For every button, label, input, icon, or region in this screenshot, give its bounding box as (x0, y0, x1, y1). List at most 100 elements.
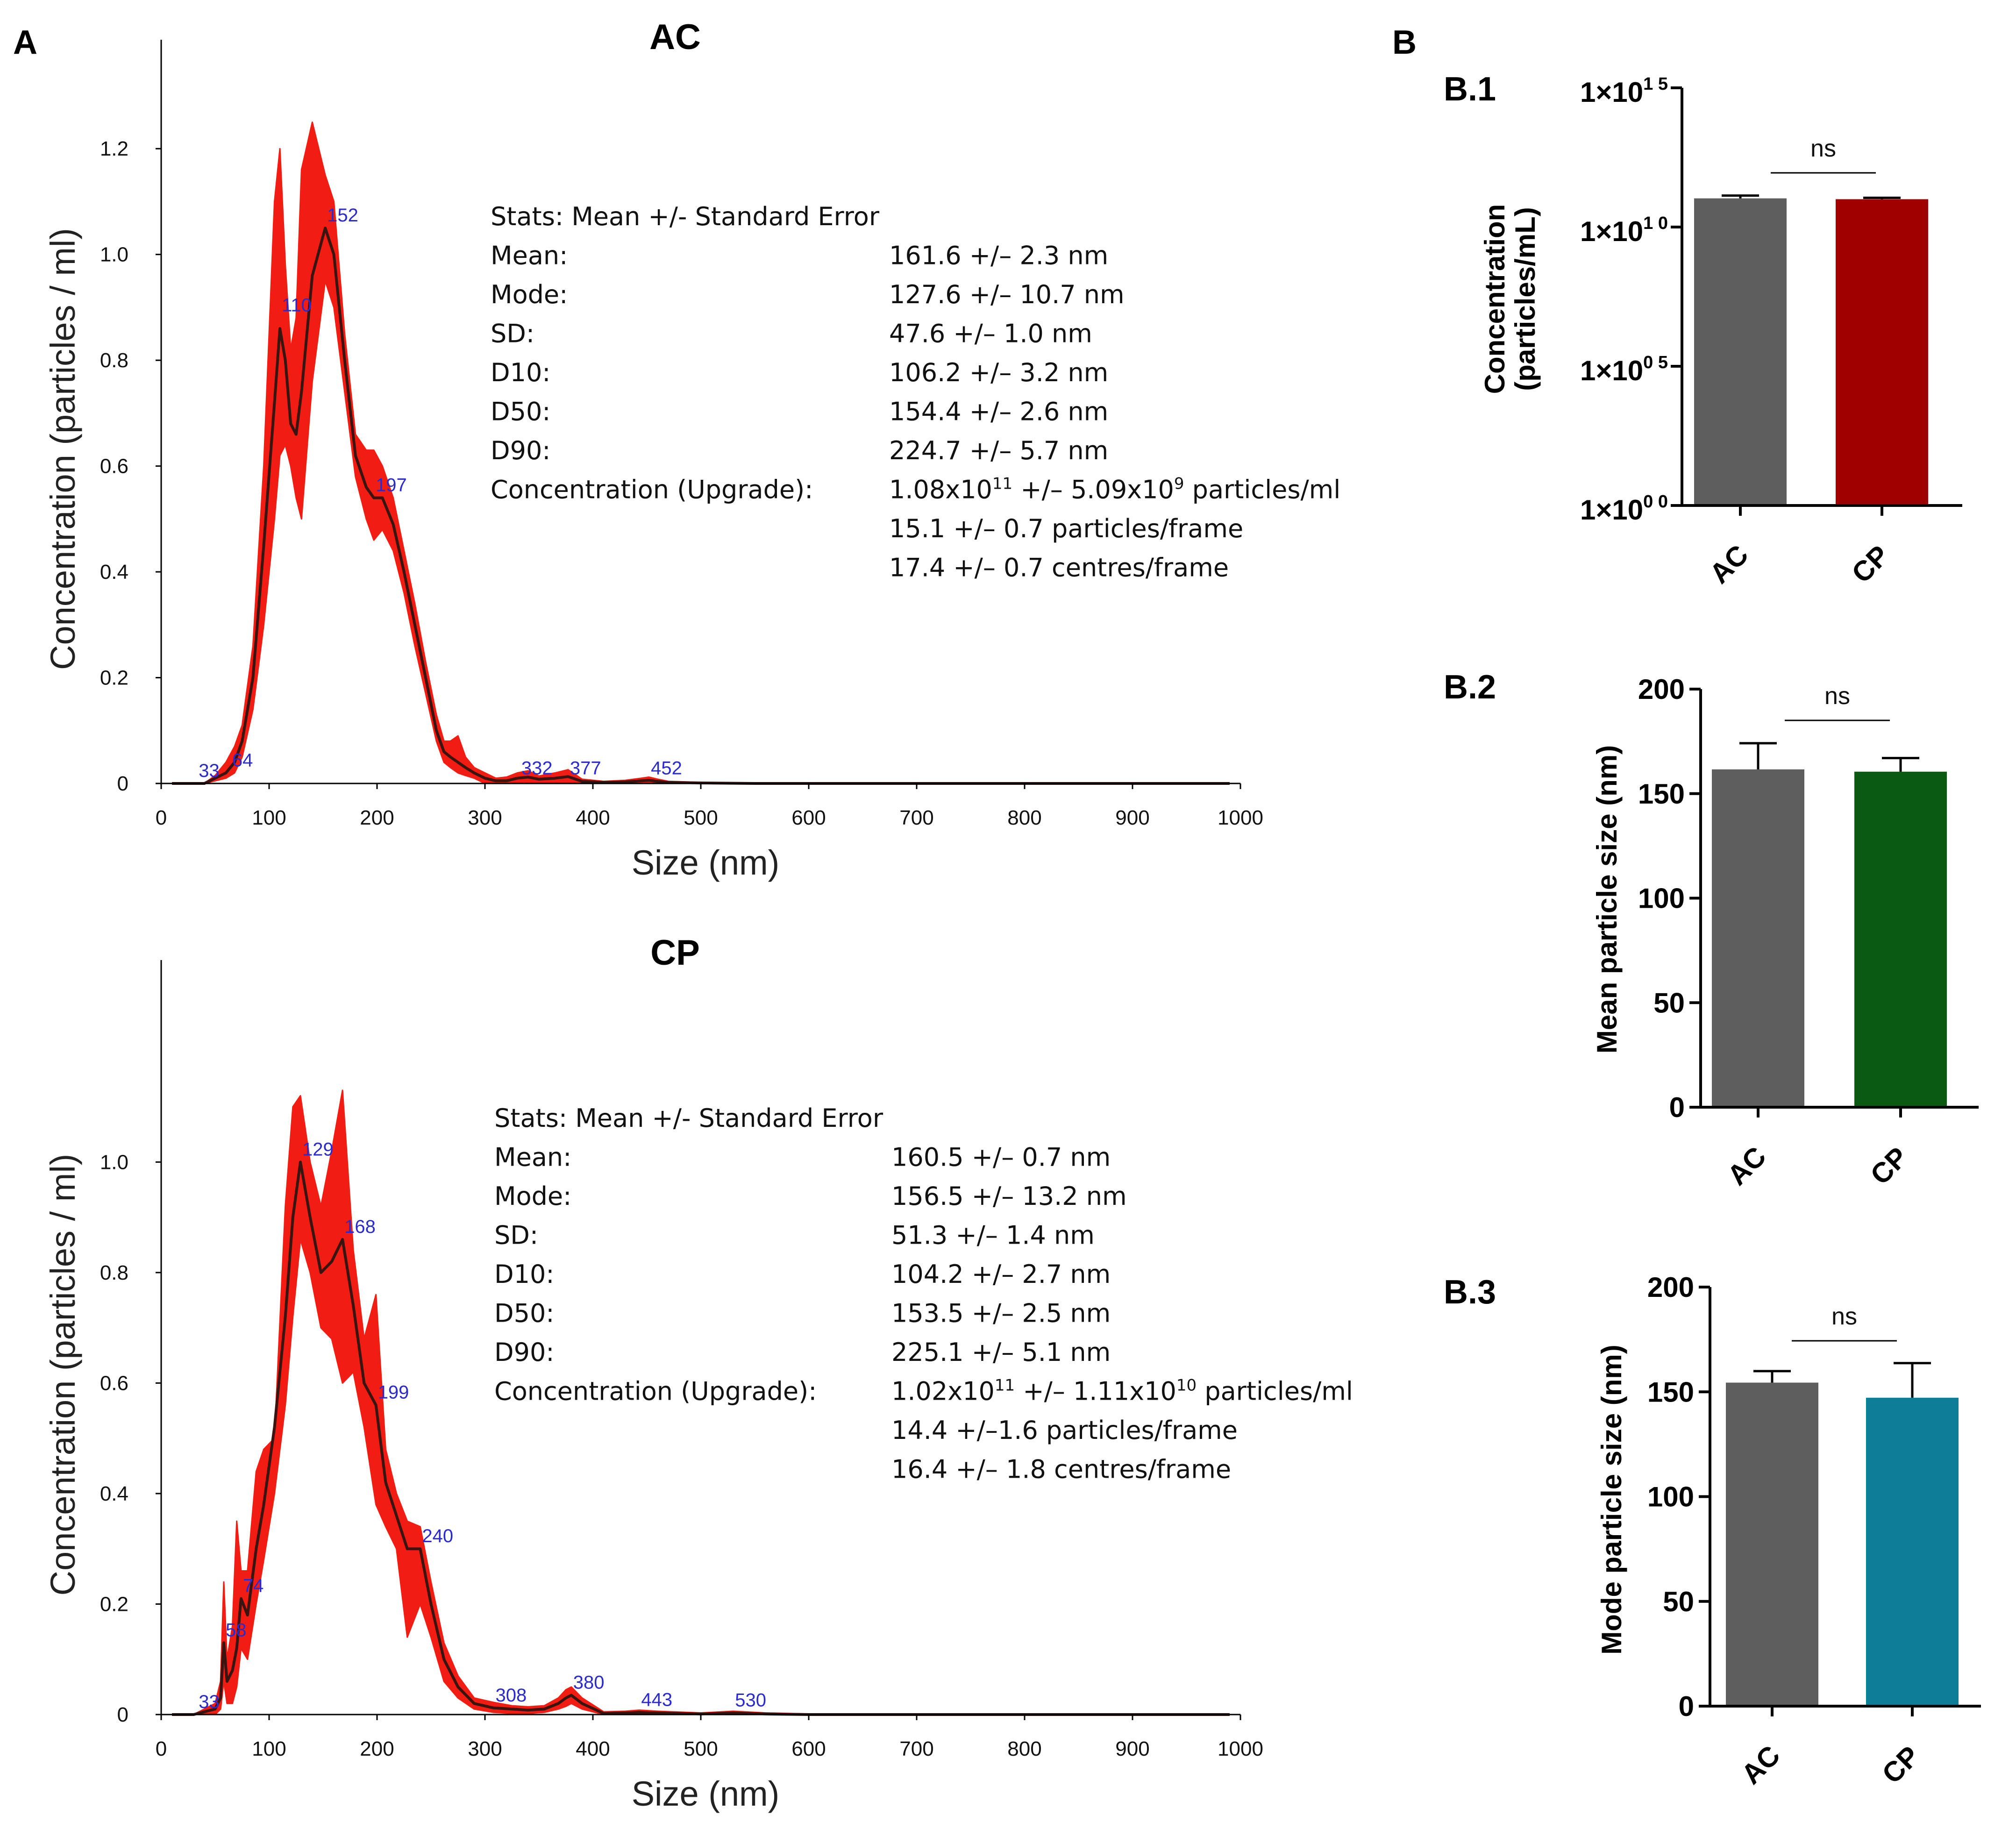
x-tick-label: 200 (360, 1737, 394, 1760)
stat-key: Mode: (494, 1181, 571, 1211)
x-tick-label: AC (1721, 1140, 1772, 1191)
panel-label-a: A (13, 24, 37, 61)
x-tick-label: CP (1845, 539, 1895, 589)
peak-label: 452 (651, 758, 682, 778)
tick-exponent: 1 0 (1643, 214, 1668, 233)
peak-label: 152 (327, 205, 358, 226)
significance-label: ns (1824, 683, 1850, 710)
x-axis-title: Size (nm) (632, 843, 780, 882)
bar-chart-b3: AC CP 0 50 100 150 200 ns Mode particle size (nm… (1596, 1272, 1981, 1790)
stat-key: D50: (494, 1299, 555, 1328)
peak-label: 377 (570, 758, 601, 778)
x-tick-label: 600 (791, 806, 826, 829)
stat-value: 104.2 +/– 2.7 nm (891, 1260, 1111, 1289)
peak-label: 332 (521, 758, 553, 778)
y-tick-label: 0.2 (100, 667, 128, 690)
bar-cp (1854, 771, 1947, 1107)
x-tick-label: 1000 (1218, 806, 1263, 829)
tick-base: 1×10 (1580, 494, 1643, 526)
stat-key: SD: (491, 319, 534, 349)
stat-value: 17.4 +/– 0.7 centres/frame (889, 553, 1229, 583)
stat-key: SD: (494, 1221, 538, 1250)
x-tick-label: 700 (899, 806, 933, 829)
x-tick-label: 800 (1007, 806, 1041, 829)
y-tick-label: 50 (1653, 987, 1685, 1018)
stat-key: D10: (491, 358, 551, 387)
stat-value: 106.2 +/– 3.2 nm (889, 358, 1108, 387)
peak-label: 58 (226, 1620, 246, 1640)
y-tick-label: 50 (1663, 1586, 1694, 1617)
x-tick-label: 600 (791, 1737, 826, 1760)
y-tick-label: 0.6 (100, 1372, 128, 1395)
stat-key: Concentration (Upgrade): (491, 475, 813, 505)
y-tick-label: 0.8 (100, 349, 128, 372)
bar-chart-b2: AC CP 0 50 100 150 200 ns Mean particle size (nm… (1591, 674, 1979, 1191)
y-tick-label: 0.6 (100, 455, 128, 478)
x-tick-label: 500 (684, 806, 718, 829)
peak-label: 380 (573, 1673, 605, 1693)
x-tick-label: AC (1735, 1739, 1786, 1790)
y-tick-label: 1.0 (100, 1151, 128, 1174)
concentration-part: +/– 5.09x10 (1012, 475, 1174, 505)
peak-label: 168 (344, 1217, 376, 1237)
y-tick-label: 200 (1638, 674, 1685, 705)
x-tick-label: 900 (1115, 1737, 1149, 1760)
stat-value-concentration: 1.08x1011 +/– 5.09x109 particles/ml (889, 475, 1340, 505)
x-tick-label: 0 (156, 1737, 167, 1760)
mean-line (172, 227, 1230, 785)
stat-key: D90: (491, 436, 551, 465)
nta-chart-ac: 0 100 200 300 400 500 600 700 800 900 1000 0 0.2 0.4 0… (43, 17, 1340, 882)
peak-label: 199 (378, 1382, 409, 1403)
y-tick-label: 1×101 5 (1580, 74, 1668, 108)
x-tick-label: 200 (360, 806, 394, 829)
stat-value: 160.5 +/– 0.7 nm (891, 1143, 1111, 1172)
panel-label-b3: B.3 (1444, 1274, 1496, 1311)
y-tick-label: 0.4 (100, 561, 128, 584)
chart-title: CP (650, 933, 700, 973)
y-tick-label: 1×100 5 (1580, 353, 1668, 386)
peak-label: 64 (232, 750, 253, 770)
peak-label: 443 (641, 1689, 672, 1710)
x-tick-label: 1000 (1218, 1737, 1263, 1760)
x-tick-label: 100 (252, 806, 286, 829)
y-tick-label: 0 (1679, 1691, 1694, 1722)
bar-ac (1726, 1382, 1818, 1706)
stat-key: Mode: (491, 280, 568, 309)
mean-line (172, 1160, 1230, 1716)
x-tick-label: 300 (468, 1737, 502, 1760)
stat-value: 16.4 +/– 1.8 centres/frame (891, 1455, 1231, 1484)
stat-value: 225.1 +/– 5.1 nm (891, 1338, 1111, 1367)
peak-label: 74 (243, 1576, 264, 1596)
y-axis-title: Mode particle size (nm) (1596, 1345, 1627, 1654)
y-tick-label: 0.4 (100, 1482, 128, 1505)
y-axis-title: (particles/mL) (1510, 207, 1541, 391)
stat-value: 156.5 +/– 13.2 nm (891, 1181, 1127, 1211)
stat-key: D50: (491, 397, 551, 427)
stat-value: 154.4 +/– 2.6 nm (889, 397, 1108, 427)
concentration-part: particles/ml (1184, 475, 1341, 505)
x-tick-label: AC (1703, 539, 1754, 590)
tick-base: 1×10 (1580, 355, 1643, 386)
significance-label: ns (1810, 135, 1836, 162)
tick-exponent: 0 0 (1643, 492, 1668, 512)
x-tick-label: CP (1876, 1740, 1925, 1789)
exponent: 11 (992, 475, 1012, 493)
x-tick-label: 700 (899, 1737, 933, 1760)
bar-ac (1694, 198, 1787, 505)
x-tick-label: 400 (576, 1737, 610, 1760)
stat-key: D10: (494, 1260, 555, 1289)
concentration-part: particles/ml (1197, 1377, 1353, 1406)
significance-label: ns (1831, 1303, 1857, 1330)
panel-label-b1: B.1 (1444, 71, 1496, 108)
y-tick-label: 0.2 (100, 1593, 128, 1616)
tick-exponent: 0 5 (1643, 353, 1668, 372)
panel-label-b: B (1392, 24, 1417, 61)
peak-label: 240 (422, 1526, 453, 1546)
x-tick-label: 800 (1007, 1737, 1041, 1760)
y-tick-label: 1×100 0 (1580, 492, 1668, 526)
exponent: 10 (1176, 1376, 1197, 1395)
y-tick-label: 150 (1647, 1376, 1694, 1408)
peak-label: 197 (376, 475, 407, 496)
x-tick-label: 100 (252, 1737, 286, 1760)
